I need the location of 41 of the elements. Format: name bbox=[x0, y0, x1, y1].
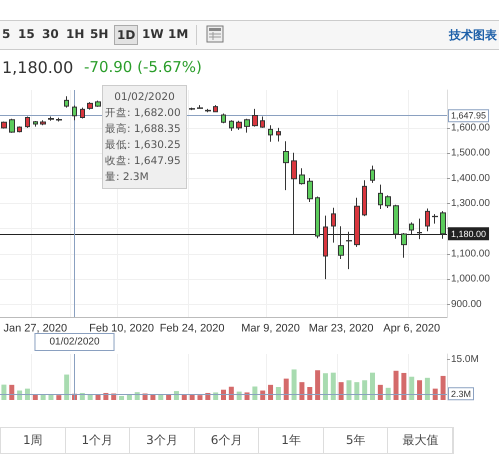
text: 1年 bbox=[259, 428, 324, 453]
text: 1D bbox=[114, 25, 138, 45]
y-tick-label: 1,300.00 bbox=[451, 198, 490, 209]
annotation: 开盘: 1,682.00 bbox=[105, 106, 182, 121]
y-tick-label: 900.00 bbox=[451, 298, 482, 310]
ref-line-label: 2.3M bbox=[451, 388, 472, 399]
text: 1W bbox=[142, 27, 164, 41]
x-tick-label: Feb 10, 2020 bbox=[89, 322, 154, 334]
text: 6个月 bbox=[194, 428, 260, 453]
annotation: 最低: 1,630.25 bbox=[105, 138, 182, 153]
x-tick-label: Feb 24, 2020 bbox=[160, 322, 225, 334]
text: 最大值 bbox=[388, 428, 454, 453]
x-tick-label: Jan 27, 2020 bbox=[3, 322, 68, 334]
x-tick-label: Mar 9, 2020 bbox=[241, 322, 300, 334]
text: 1M bbox=[168, 27, 188, 41]
text: 技术图表 bbox=[449, 27, 497, 44]
x-tick-label: Apr 6, 2020 bbox=[383, 322, 440, 334]
x-tick-label: Mar 23, 2020 bbox=[308, 322, 374, 334]
y-tick-label: 1,000.00 bbox=[451, 274, 490, 285]
y-tick-label: 1,100.00 bbox=[451, 248, 490, 260]
text: 30 bbox=[42, 27, 59, 41]
text: 5年 bbox=[324, 428, 388, 453]
y-tick-label: 1,400.00 bbox=[451, 172, 490, 184]
ref-line-label: 1,180.00 bbox=[451, 228, 486, 239]
annotation: 01/02/2020 bbox=[113, 90, 176, 105]
text: 3个月 bbox=[130, 428, 195, 453]
ref-line-label: 1,647.95 bbox=[451, 110, 486, 121]
annotation: 最高: 1,688.35 bbox=[105, 122, 182, 137]
text: 1H bbox=[66, 27, 84, 41]
chart-title: 1,180.00 bbox=[2, 58, 74, 77]
text: 5 bbox=[2, 27, 10, 41]
annotation: 量: 2.3M bbox=[105, 170, 150, 185]
y-tick-label: 1,500.00 bbox=[451, 148, 490, 159]
text: 1个月 bbox=[66, 428, 130, 453]
text: 15 bbox=[18, 27, 35, 41]
annotation: 收盘: 1,647.95 bbox=[105, 154, 182, 169]
text: 1周 bbox=[1, 428, 66, 453]
text: 5H bbox=[90, 27, 108, 41]
y-tick-label: 1,600.00 bbox=[451, 122, 490, 134]
y-tick-label: 15.0M bbox=[451, 354, 479, 365]
chart-subtitle: -70.90 (-5.67%) bbox=[84, 58, 202, 76]
